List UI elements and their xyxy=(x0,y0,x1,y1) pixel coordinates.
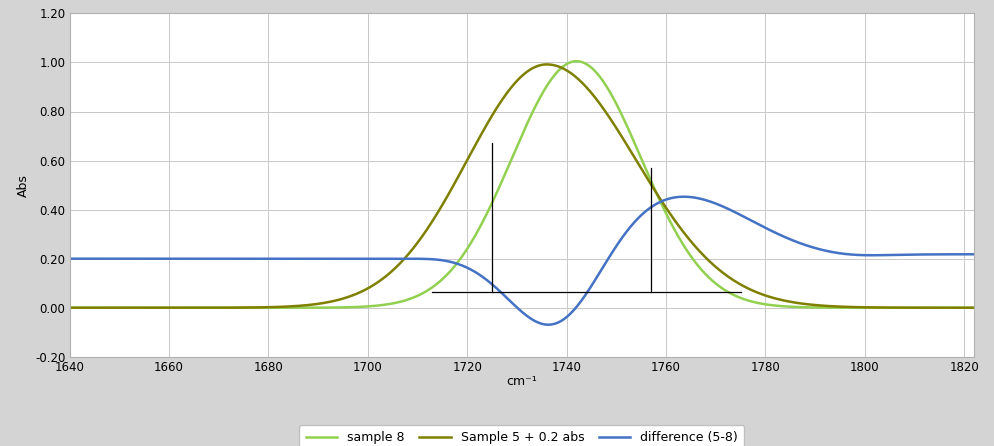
X-axis label: cm⁻¹: cm⁻¹ xyxy=(507,376,537,388)
Sample 5 + 0.2 abs xyxy=(64,305,76,310)
Sample 5 + 0.2 abs xyxy=(968,305,980,310)
sample 8 xyxy=(950,305,962,310)
difference (5-8) xyxy=(221,256,233,261)
difference (5-8) xyxy=(449,260,461,266)
sample 8 xyxy=(449,262,461,268)
sample 8 xyxy=(411,293,422,299)
sample 8 xyxy=(853,305,865,310)
Sample 5 + 0.2 abs xyxy=(853,305,865,310)
Sample 5 + 0.2 abs xyxy=(411,241,422,247)
sample 8 xyxy=(167,305,179,310)
Sample 5 + 0.2 abs xyxy=(950,305,962,310)
sample 8 xyxy=(571,58,582,64)
sample 8 xyxy=(221,305,233,310)
Legend: sample 8, Sample 5 + 0.2 abs, difference (5-8): sample 8, Sample 5 + 0.2 abs, difference… xyxy=(299,425,745,446)
Sample 5 + 0.2 abs xyxy=(221,305,233,310)
difference (5-8) xyxy=(951,252,963,257)
Line: sample 8: sample 8 xyxy=(70,61,974,308)
Line: Sample 5 + 0.2 abs: Sample 5 + 0.2 abs xyxy=(70,64,974,308)
Sample 5 + 0.2 abs xyxy=(541,62,553,67)
difference (5-8) xyxy=(543,322,555,327)
Line: difference (5-8): difference (5-8) xyxy=(70,197,974,325)
Sample 5 + 0.2 abs xyxy=(167,305,179,310)
difference (5-8) xyxy=(64,256,76,261)
difference (5-8) xyxy=(968,252,980,257)
difference (5-8) xyxy=(167,256,179,261)
difference (5-8) xyxy=(678,194,690,199)
difference (5-8) xyxy=(854,252,866,258)
Y-axis label: Abs: Abs xyxy=(17,173,30,197)
Sample 5 + 0.2 abs xyxy=(449,179,461,184)
sample 8 xyxy=(64,305,76,310)
sample 8 xyxy=(968,305,980,310)
difference (5-8) xyxy=(411,256,422,261)
